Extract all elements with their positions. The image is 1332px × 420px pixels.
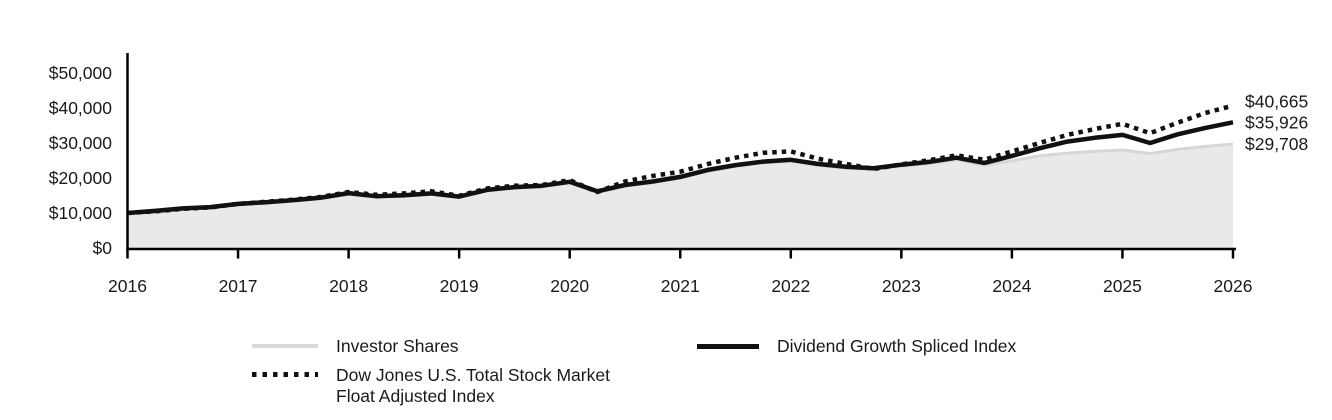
dow-jones-dotted-line-swatch: [252, 372, 318, 377]
spliced-index-line-swatch: [697, 344, 759, 349]
investor-shares-area-fill: [127, 144, 1233, 250]
legend-label-spliced-index: Dividend Growth Spliced Index: [777, 336, 1017, 356]
dotted-series-line: [127, 103, 1234, 216]
x-axis-tick-label: 2016: [108, 276, 147, 296]
x-axis-tick-label: 2019: [440, 276, 479, 296]
y-axis-tick-label: $30,000: [49, 133, 113, 153]
x-axis-tick-label: 2026: [1214, 276, 1253, 296]
legend-item-investor-shares: Investor Shares: [252, 336, 459, 357]
y-axis-tick-label: $40,000: [49, 98, 113, 118]
legend-label-dow-jones-line1: Dow Jones U.S. Total Stock Market: [336, 365, 610, 385]
end-value-label: $40,665: [1245, 91, 1308, 111]
y-axis-tick-label: $20,000: [49, 168, 113, 188]
x-axis-tick-label: 2018: [329, 276, 368, 296]
y-axis-tick-label: $0: [93, 238, 113, 258]
legend-label-investor-shares: Investor Shares: [336, 336, 459, 356]
x-axis-tick-label: 2023: [882, 276, 921, 296]
x-axis-tick-label: 2021: [661, 276, 700, 296]
end-value-label: $29,708: [1245, 134, 1308, 154]
x-axis-tick-label: 2020: [550, 276, 589, 296]
x-axis-tick-label: 2017: [219, 276, 258, 296]
x-axis-tick-label: 2025: [1103, 276, 1142, 296]
axis-labels: $50,000 $40,000 $30,000 $20,000 $10,000 $0 201…: [49, 63, 1309, 296]
end-value-label: $35,926: [1245, 112, 1308, 132]
y-axis-tick-label: $10,000: [49, 203, 113, 223]
growth-line-chart: $50,000 $40,000 $30,000 $20,000 $10,000 $0 201…: [49, 53, 1309, 296]
axes: [126, 53, 1236, 259]
x-axis-tick-label: 2024: [992, 276, 1031, 296]
series-group: [127, 103, 1234, 250]
investor-shares-line-swatch: [252, 344, 318, 348]
y-axis-tick-label: $50,000: [49, 63, 113, 83]
x-axis-tick-label: 2022: [771, 276, 810, 296]
legend-item-dividend-growth-spliced-index: Dividend Growth Spliced Index: [697, 336, 1016, 357]
legend-item-dow-jones-index: Dow Jones U.S. Total Stock Market Float …: [252, 365, 610, 406]
legend-label-dow-jones-line2: Float Adjusted Index: [336, 385, 495, 406]
